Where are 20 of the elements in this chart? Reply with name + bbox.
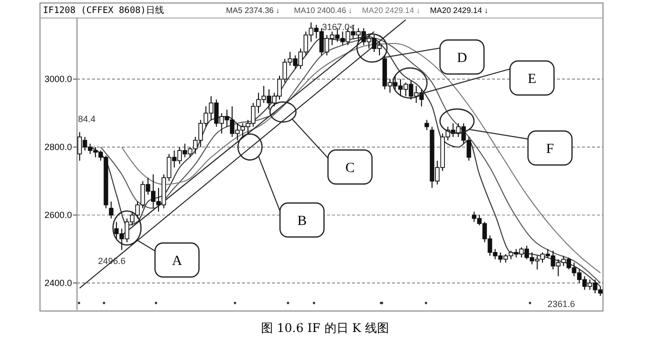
text: MA20 2429.14 ↓ xyxy=(430,6,488,15)
annotation: C xyxy=(345,161,355,176)
annotation: F xyxy=(546,142,554,157)
candlestick xyxy=(108,200,114,219)
y-tick-label: 2600.0 xyxy=(44,210,72,220)
annotation: A xyxy=(172,254,183,269)
y-tick-label: 3000.0 xyxy=(44,74,72,84)
text: MA20 2429.14 ↓ xyxy=(362,6,420,15)
chart-title: IF1208 (CFFEX 8608)日线 xyxy=(43,5,164,16)
annotation: D xyxy=(456,51,468,66)
y-tick-label: 2400.0 xyxy=(44,278,72,288)
annotation: B xyxy=(297,214,307,229)
text: MA10 2400.46 ↓ xyxy=(294,6,352,15)
candlestick xyxy=(424,119,430,131)
annotation: E xyxy=(528,72,536,87)
annotation: 2361.6 xyxy=(547,299,575,309)
y-tick-label: 2800.0 xyxy=(44,142,72,152)
caption: 图 10.6 IF 的日 K 线图 xyxy=(261,321,389,335)
annotation: 84.4 xyxy=(78,114,96,124)
text: MA5 2374.36 ↓ xyxy=(226,6,280,15)
